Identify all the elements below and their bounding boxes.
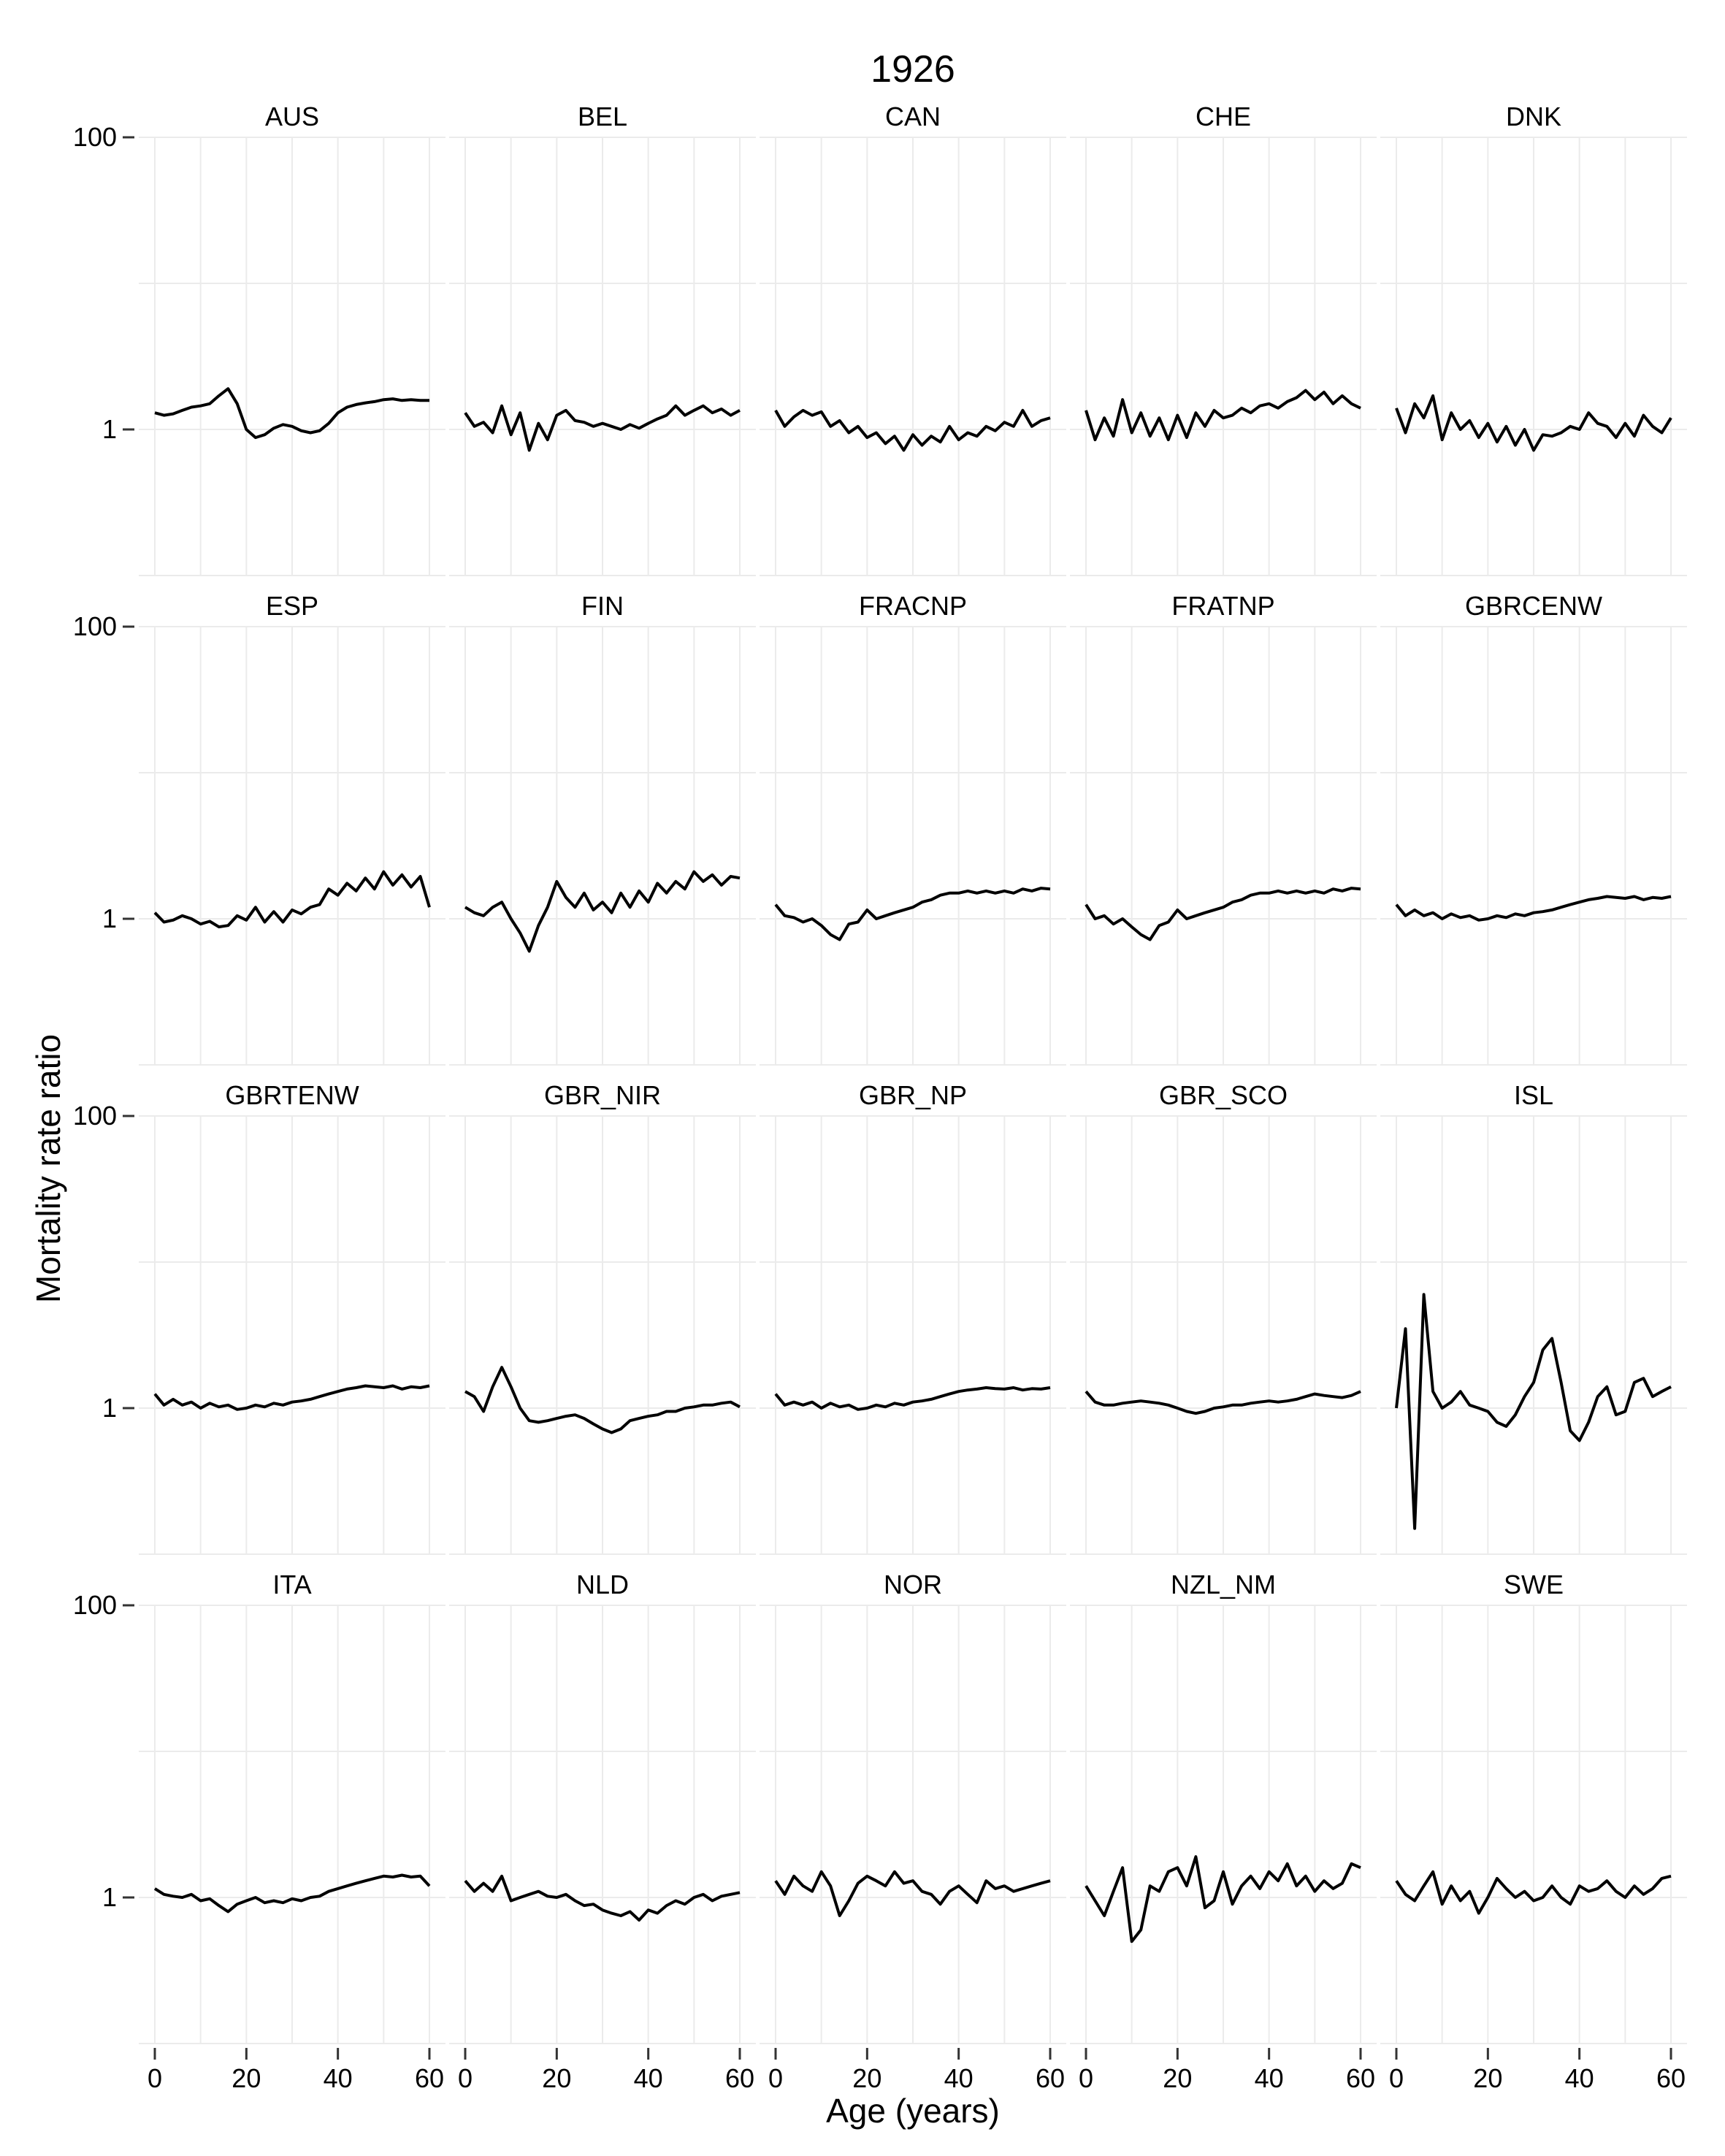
y-tick-label: 1 (102, 1882, 117, 1912)
facet-panel-gbrcenw: GBRCENW (1380, 591, 1687, 1066)
facet-panel-isl: ISL (1380, 1080, 1687, 1555)
x-tick-label: 20 (852, 2063, 881, 2093)
facet-panel-gbr-np: GBR_NP (760, 1080, 1066, 1555)
y-tick-label: 100 (73, 1590, 117, 1620)
x-tick-label: 60 (1346, 2063, 1375, 2093)
facet-panel-fracnp: FRACNP (760, 591, 1066, 1066)
series-line-nld (464, 1874, 741, 1922)
series-line-gbr-sco (1085, 1390, 1361, 1415)
x-tick-label: 0 (1079, 2063, 1093, 2093)
chart-title: 1926 (871, 48, 955, 91)
facet-panel-can: CAN (760, 102, 1066, 576)
facet-label: ITA (272, 1570, 311, 1599)
facet-label: ISL (1514, 1080, 1553, 1110)
series-line-bel (464, 404, 741, 452)
series-line-nzl-nm (1085, 1855, 1361, 1943)
facet-panel-fin: FIN (449, 591, 756, 1066)
series-line-swe (1395, 1870, 1672, 1915)
series-line-isl (1395, 1293, 1672, 1530)
facet-panel-nor: NOR 0 20 40 60 (760, 1570, 1066, 2093)
facet-panel-nld: NLD 0 20 40 60 (449, 1570, 756, 2093)
facet-panel-nzl-nm: NZL_NM 0 20 40 60 (1070, 1570, 1377, 2093)
facet-label: GBR_SCO (1159, 1080, 1288, 1110)
facet-panel-swe: SWE 0 20 40 60 (1380, 1570, 1687, 2093)
facet-panel-fratnp: FRATNP (1070, 591, 1377, 1066)
y-tick-label: 100 (73, 122, 117, 152)
series-line-fin (464, 870, 741, 953)
y-tick-label: 1 (102, 414, 117, 444)
facet-label: DNK (1506, 102, 1561, 131)
series-line-gbr-np (774, 1386, 1051, 1411)
series-line-aus (154, 387, 429, 440)
x-tick-label: 40 (944, 2063, 974, 2093)
y-axis-title: Mortality rate ratio (29, 1034, 67, 1303)
facet-panel-gbr-nir: GBR_NIR (449, 1080, 756, 1555)
x-tick-label: 60 (1656, 2063, 1686, 2093)
facet-panel-ita: ITA 1 100 0 20 40 60 (73, 1570, 445, 2093)
facet-label: NOR (884, 1570, 942, 1599)
facet-panel-dnk: DNK (1380, 102, 1687, 576)
x-tick-label: 60 (415, 2063, 444, 2093)
facet-label: CHE (1196, 102, 1251, 131)
facet-label: BEL (578, 102, 627, 131)
x-tick-label: 0 (768, 2063, 783, 2093)
series-line-gbrcenw (1395, 895, 1672, 922)
x-tick-label: 40 (634, 2063, 663, 2093)
facet-label: NLD (576, 1570, 629, 1599)
facet-label: GBR_NP (859, 1080, 967, 1110)
facet-label: FIN (581, 591, 624, 621)
facet-panel-gbrtenw: GBRTENW 1 100 (73, 1080, 445, 1555)
facet-label: FRATNP (1171, 591, 1274, 621)
x-tick-label: 0 (148, 2063, 162, 2093)
series-line-can (774, 408, 1051, 452)
x-tick-label: 0 (1389, 2063, 1404, 2093)
y-tick-label: 100 (73, 611, 117, 641)
series-line-gbr-nir (464, 1366, 741, 1434)
facet-panel-esp: ESP 1 100 (73, 591, 445, 1066)
series-line-che (1085, 389, 1361, 442)
x-tick-label: 0 (458, 2063, 473, 2093)
x-tick-label: 40 (1565, 2063, 1594, 2093)
facet-label: SWE (1504, 1570, 1564, 1599)
x-tick-label: 20 (542, 2063, 571, 2093)
facet-label: CAN (885, 102, 941, 131)
y-tick-label: 100 (73, 1101, 117, 1131)
facet-label: GBR_NIR (544, 1080, 661, 1110)
x-tick-label: 40 (1255, 2063, 1284, 2093)
x-tick-label: 60 (1036, 2063, 1065, 2093)
series-line-ita (153, 1873, 431, 1914)
series-line-fratnp (1085, 887, 1361, 941)
x-tick-label: 40 (324, 2063, 353, 2093)
series-line-esp (153, 870, 431, 929)
facet-label: GBRCENW (1465, 591, 1602, 621)
x-tick-label: 20 (1163, 2063, 1192, 2093)
y-tick-label: 1 (102, 903, 117, 933)
facet-panel-che: CHE (1070, 102, 1377, 576)
facet-panel-aus: AUS 1 100 (73, 102, 445, 576)
facet-panel-bel: BEL (449, 102, 756, 576)
facet-panel-gbr-sco: GBR_SCO (1070, 1080, 1377, 1555)
series-line-gbrtenw (153, 1384, 430, 1411)
facet-label: ESP (266, 591, 318, 621)
series-line-dnk (1395, 394, 1672, 452)
facet-label: AUS (265, 102, 319, 131)
y-tick-label: 1 (102, 1393, 117, 1423)
facet-label: NZL_NM (1171, 1570, 1276, 1599)
series-line-fracnp (774, 887, 1051, 941)
x-axis-title: Age (years) (826, 2092, 1000, 2130)
x-tick-label: 60 (725, 2063, 754, 2093)
x-tick-label: 20 (1473, 2063, 1502, 2093)
facet-label: GBRTENW (225, 1080, 359, 1110)
x-tick-label: 20 (232, 2063, 261, 2093)
facet-label: FRACNP (859, 591, 967, 621)
series-line-nor (774, 1870, 1051, 1917)
